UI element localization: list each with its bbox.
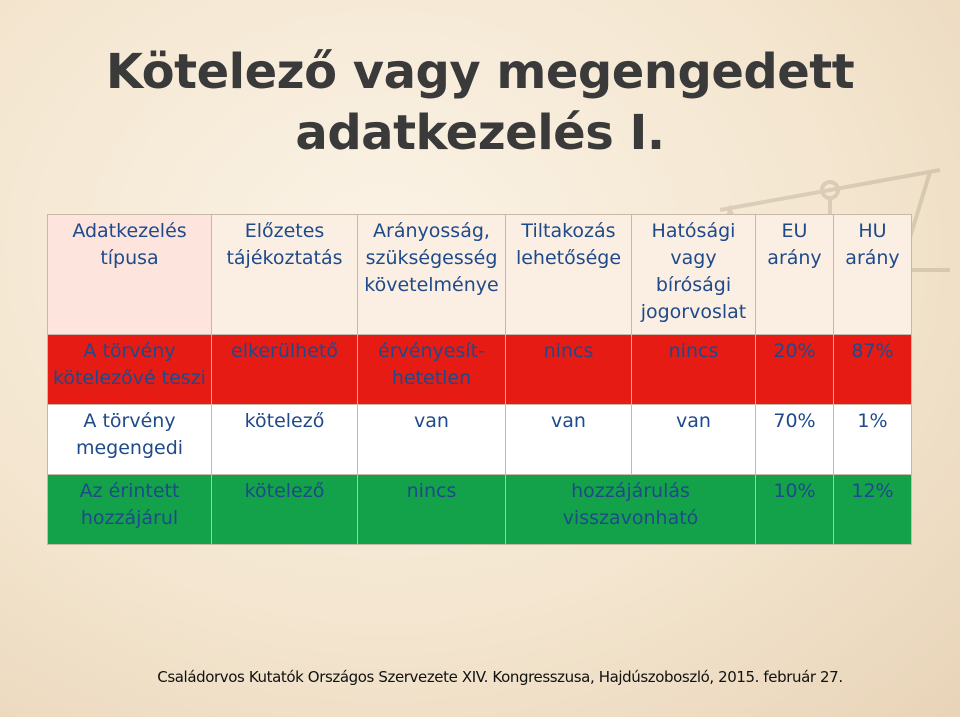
header-line: típusa xyxy=(100,247,159,269)
header-line: Hatósági xyxy=(651,220,736,242)
header-line: Előzetes xyxy=(244,220,325,242)
cell-remedy: van xyxy=(631,404,756,475)
cell-objection-remedy-merged: hozzájárulás visszavonható xyxy=(505,474,756,545)
table-header-row: Adatkezelés típusa Előzetes tájékoztatás… xyxy=(47,214,912,335)
header-line: bírósági xyxy=(655,274,732,296)
cell-line: érvényesít- xyxy=(378,340,485,362)
cell-prior-info: kötelező xyxy=(211,474,358,545)
cell-proportionality: nincs xyxy=(357,474,506,545)
header-line: tájékoztatás xyxy=(226,247,343,269)
cell-line: hozzájárulás xyxy=(571,480,690,502)
header-proportionality: Arányosság, szükségesség követelménye xyxy=(357,214,506,335)
cell-line: hetetlen xyxy=(391,367,472,389)
header-line: HU xyxy=(858,220,887,242)
header-remedy: Hatósági vagy bírósági jogorvoslat xyxy=(631,214,756,335)
header-line: arány xyxy=(767,247,822,269)
cell-line: Az érintett xyxy=(79,480,180,502)
header-line: vagy xyxy=(670,247,717,269)
header-line: Adatkezelés xyxy=(72,220,187,242)
cell-hu-ratio: 1% xyxy=(833,404,912,475)
cell-hu-ratio: 87% xyxy=(833,334,912,405)
data-processing-table: Adatkezelés típusa Előzetes tájékoztatás… xyxy=(47,214,912,545)
table-row-permitted: A törvény megengedi kötelező van van van… xyxy=(47,404,912,475)
slide-title-line1: Kötelező vagy megengedett xyxy=(105,44,855,100)
header-line: jogorvoslat xyxy=(640,301,747,323)
header-prior-info: Előzetes tájékoztatás xyxy=(211,214,358,335)
slide-title: Kötelező vagy megengedett adatkezelés I. xyxy=(0,42,960,164)
cell-line: A törvény xyxy=(83,340,176,362)
cell-prior-info: elkerülhető xyxy=(211,334,358,405)
cell-eu-ratio: 20% xyxy=(755,334,834,405)
cell-remedy: nincs xyxy=(631,334,756,405)
cell-eu-ratio: 70% xyxy=(755,404,834,475)
header-line: Tiltakozás xyxy=(521,220,616,242)
slide-footer: Családorvos Kutatók Országos Szervezete … xyxy=(157,668,843,686)
header-line: szükségesség xyxy=(365,247,498,269)
cell-proportionality: érvényesít- hetetlen xyxy=(357,334,506,405)
table-row-consent: Az érintett hozzájárul kötelező nincs ho… xyxy=(47,474,912,545)
table-row-mandatory: A törvény kötelezővé teszi elkerülhető é… xyxy=(47,334,912,405)
cell-type: Az érintett hozzájárul xyxy=(47,474,212,545)
cell-type: A törvény kötelezővé teszi xyxy=(47,334,212,405)
header-line: lehetősége xyxy=(515,247,622,269)
cell-line: hozzájárul xyxy=(80,507,179,529)
cell-hu-ratio: 12% xyxy=(833,474,912,545)
slide-title-line2: adatkezelés I. xyxy=(295,105,665,161)
header-line: EU xyxy=(781,220,808,242)
cell-objection: van xyxy=(505,404,632,475)
cell-line: A törvény xyxy=(83,410,176,432)
header-hu-ratio: HU arány xyxy=(833,214,912,335)
header-type: Adatkezelés típusa xyxy=(47,214,212,335)
cell-eu-ratio: 10% xyxy=(755,474,834,545)
header-line: Arányosság, xyxy=(373,220,490,242)
cell-prior-info: kötelező xyxy=(211,404,358,475)
cell-line: kötelezővé teszi xyxy=(53,367,206,389)
cell-type: A törvény megengedi xyxy=(47,404,212,475)
cell-objection: nincs xyxy=(505,334,632,405)
cell-line: megengedi xyxy=(75,437,184,459)
header-objection: Tiltakozás lehetősége xyxy=(505,214,632,335)
cell-line: visszavonható xyxy=(562,507,699,529)
header-line: követelménye xyxy=(364,274,499,296)
header-eu-ratio: EU arány xyxy=(755,214,834,335)
cell-proportionality: van xyxy=(357,404,506,475)
header-line: arány xyxy=(845,247,900,269)
